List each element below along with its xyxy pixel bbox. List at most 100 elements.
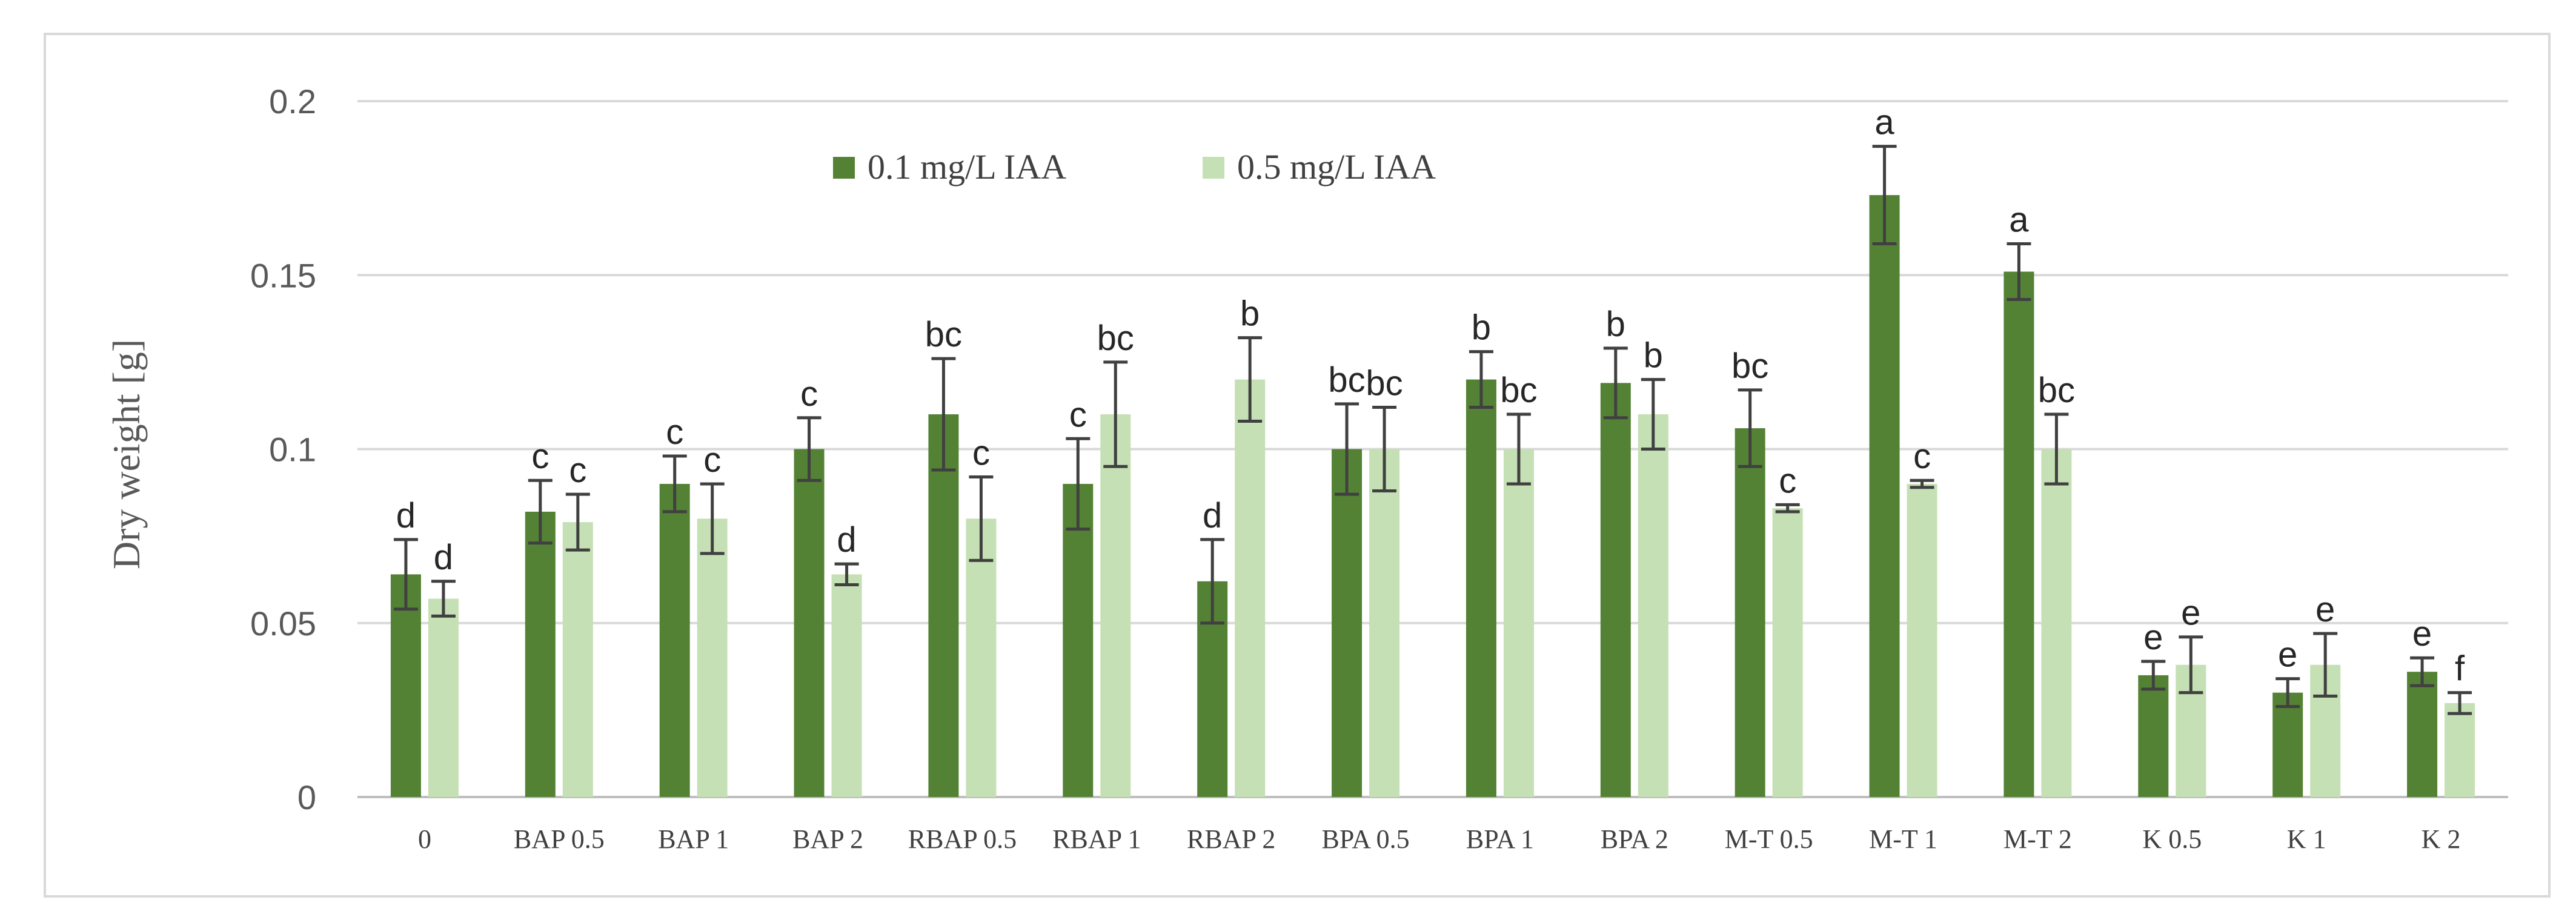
bar-series-1-1 bbox=[525, 511, 556, 797]
error-bar-series-2-12 bbox=[2044, 412, 2069, 486]
x-axis-ticks: 0 BAP 0.5 BAP 1 BAP 2 RBAP 0.5 RBAP 1 RBAP 2 BP… bbox=[418, 824, 2461, 854]
bar-series-2-5 bbox=[1100, 414, 1131, 797]
x-tick-label: RBAP 2 bbox=[1187, 824, 1275, 854]
significance-label-series-2-15: f bbox=[2455, 649, 2465, 689]
error-bar-series-1-7 bbox=[1335, 402, 1359, 496]
significance-label-series-2-11: c bbox=[1913, 437, 1931, 476]
significance-label-series-2-3: d bbox=[837, 520, 856, 560]
error-bar-series-1-11 bbox=[1872, 145, 1897, 246]
significance-label-series-1-3: c bbox=[800, 374, 818, 414]
x-tick-label: M-T 1 bbox=[1869, 824, 1937, 854]
significance-label-series-1-1: c bbox=[531, 437, 549, 476]
bar-series-1-3 bbox=[794, 449, 825, 797]
bar-series-1-2 bbox=[659, 483, 690, 797]
error-bar-series-1-6 bbox=[1200, 538, 1225, 625]
bar-series-2-0 bbox=[428, 598, 459, 797]
error-bar-series-2-14 bbox=[2313, 632, 2338, 698]
significance-label-series-1-4: bc bbox=[925, 315, 962, 354]
error-bar-series-1-0 bbox=[393, 538, 418, 611]
significance-label-series-2-12: bc bbox=[2038, 371, 2075, 410]
x-tick-label: BPA 0.5 bbox=[1321, 824, 1409, 854]
x-tick-label: BAP 0.5 bbox=[514, 824, 605, 854]
error-bar-series-1-1 bbox=[528, 478, 553, 545]
error-bar-series-1-5 bbox=[1066, 437, 1090, 531]
bar-series-2-11 bbox=[1907, 483, 1937, 797]
significance-label-series-2-4: c bbox=[972, 433, 990, 472]
significance-label-series-1-5: c bbox=[1069, 395, 1087, 434]
bar-series-1-14 bbox=[2272, 692, 2303, 797]
x-tick-label: K 0.5 bbox=[2142, 824, 2202, 854]
error-bar-series-1-9 bbox=[1603, 346, 1628, 420]
legend-label-series-1: 0.1 mg/L IAA bbox=[868, 147, 1066, 187]
error-bar-series-1-14 bbox=[2276, 677, 2300, 709]
bar-series-2-12 bbox=[2041, 449, 2072, 797]
significance-label-series-2-6: b bbox=[1240, 294, 1260, 334]
x-tick-label: 0 bbox=[418, 824, 431, 854]
error-bar-series-2-6 bbox=[1238, 336, 1263, 423]
x-tick-label: BAP 2 bbox=[792, 824, 863, 854]
x-tick-label: BPA 2 bbox=[1601, 824, 1668, 854]
bar-series-2-8 bbox=[1503, 449, 1534, 797]
y-tick-label: 0.15 bbox=[250, 256, 316, 294]
significance-label-series-1-7: bc bbox=[1328, 360, 1365, 400]
significance-label-series-2-1: c bbox=[569, 451, 586, 490]
error-bar-series-2-1 bbox=[565, 492, 590, 552]
error-bar-series-1-2 bbox=[662, 454, 687, 514]
significance-label-series-1-14: e bbox=[2278, 635, 2297, 675]
significance-label-series-1-11: a bbox=[1874, 103, 1894, 142]
error-bar-series-2-0 bbox=[431, 580, 456, 618]
x-tick-label: K 1 bbox=[2287, 824, 2326, 854]
error-bar-series-1-3 bbox=[797, 416, 822, 482]
error-bar-series-1-15 bbox=[2410, 656, 2435, 687]
x-tick-label: K 2 bbox=[2422, 824, 2461, 854]
error-bar-series-2-8 bbox=[1506, 412, 1531, 486]
x-tick-label: BPA 1 bbox=[1466, 824, 1534, 854]
y-axis-ticks: 0 0.05 0.1 0.15 0.2 bbox=[250, 82, 316, 816]
bar-series-1-8 bbox=[1466, 379, 1496, 797]
bar-series-1-13 bbox=[2138, 675, 2169, 797]
significance-label-series-2-9: b bbox=[1644, 336, 1663, 375]
bar-series-2-15 bbox=[2445, 703, 2475, 797]
x-tick-label: RBAP 1 bbox=[1052, 824, 1141, 854]
bar-series-1-10 bbox=[1734, 428, 1765, 797]
bar-series-1-5 bbox=[1063, 483, 1094, 797]
x-tick-label: RBAP 0.5 bbox=[908, 824, 1017, 854]
significance-label-series-1-6: d bbox=[1203, 496, 1222, 535]
error-bar-series-2-5 bbox=[1103, 360, 1128, 468]
error-bar-series-2-9 bbox=[1641, 378, 1665, 451]
y-tick-label: 0.1 bbox=[269, 431, 316, 469]
error-bar-series-2-2 bbox=[700, 482, 725, 555]
significance-label-series-2-7: bc bbox=[1366, 364, 1403, 403]
bars bbox=[390, 195, 2475, 797]
legend-label-series-2: 0.5 mg/L IAA bbox=[1237, 147, 1436, 187]
significance-label-series-1-9: b bbox=[1606, 305, 1625, 344]
bar-series-2-6 bbox=[1235, 379, 1266, 797]
y-axis-label: Dry weight [g] bbox=[105, 339, 148, 569]
y-tick-label: 0.2 bbox=[269, 82, 316, 121]
error-bar-series-1-12 bbox=[2007, 242, 2031, 301]
y-tick-label: 0.05 bbox=[250, 604, 316, 643]
error-bar-series-1-10 bbox=[1738, 388, 1762, 468]
bar-series-1-7 bbox=[1332, 449, 1363, 797]
bar-series-2-2 bbox=[697, 518, 728, 797]
error-bar-series-2-7 bbox=[1372, 406, 1397, 492]
error-bars bbox=[393, 145, 2472, 715]
significance-label-series-2-8: bc bbox=[1500, 371, 1537, 410]
error-bar-series-2-11 bbox=[1910, 478, 1934, 489]
error-bar-series-1-13 bbox=[2141, 660, 2166, 691]
legend-swatch-series-1 bbox=[833, 157, 855, 179]
error-bar-series-1-4 bbox=[931, 357, 956, 472]
error-bar-series-2-10 bbox=[1775, 503, 1800, 514]
bar-series-2-10 bbox=[1772, 508, 1803, 797]
x-tick-label: M-T 0.5 bbox=[1725, 824, 1813, 854]
significance-label-series-2-10: c bbox=[1779, 461, 1796, 500]
error-bar-series-2-4 bbox=[969, 475, 994, 562]
x-tick-label: BAP 1 bbox=[658, 824, 729, 854]
legend-swatch-series-2 bbox=[1203, 157, 1224, 179]
y-tick-label: 0 bbox=[297, 778, 316, 816]
significance-label-series-1-13: e bbox=[2143, 618, 2163, 657]
significance-label-series-1-15: e bbox=[2412, 614, 2432, 653]
significance-label-series-1-2: c bbox=[666, 412, 683, 452]
